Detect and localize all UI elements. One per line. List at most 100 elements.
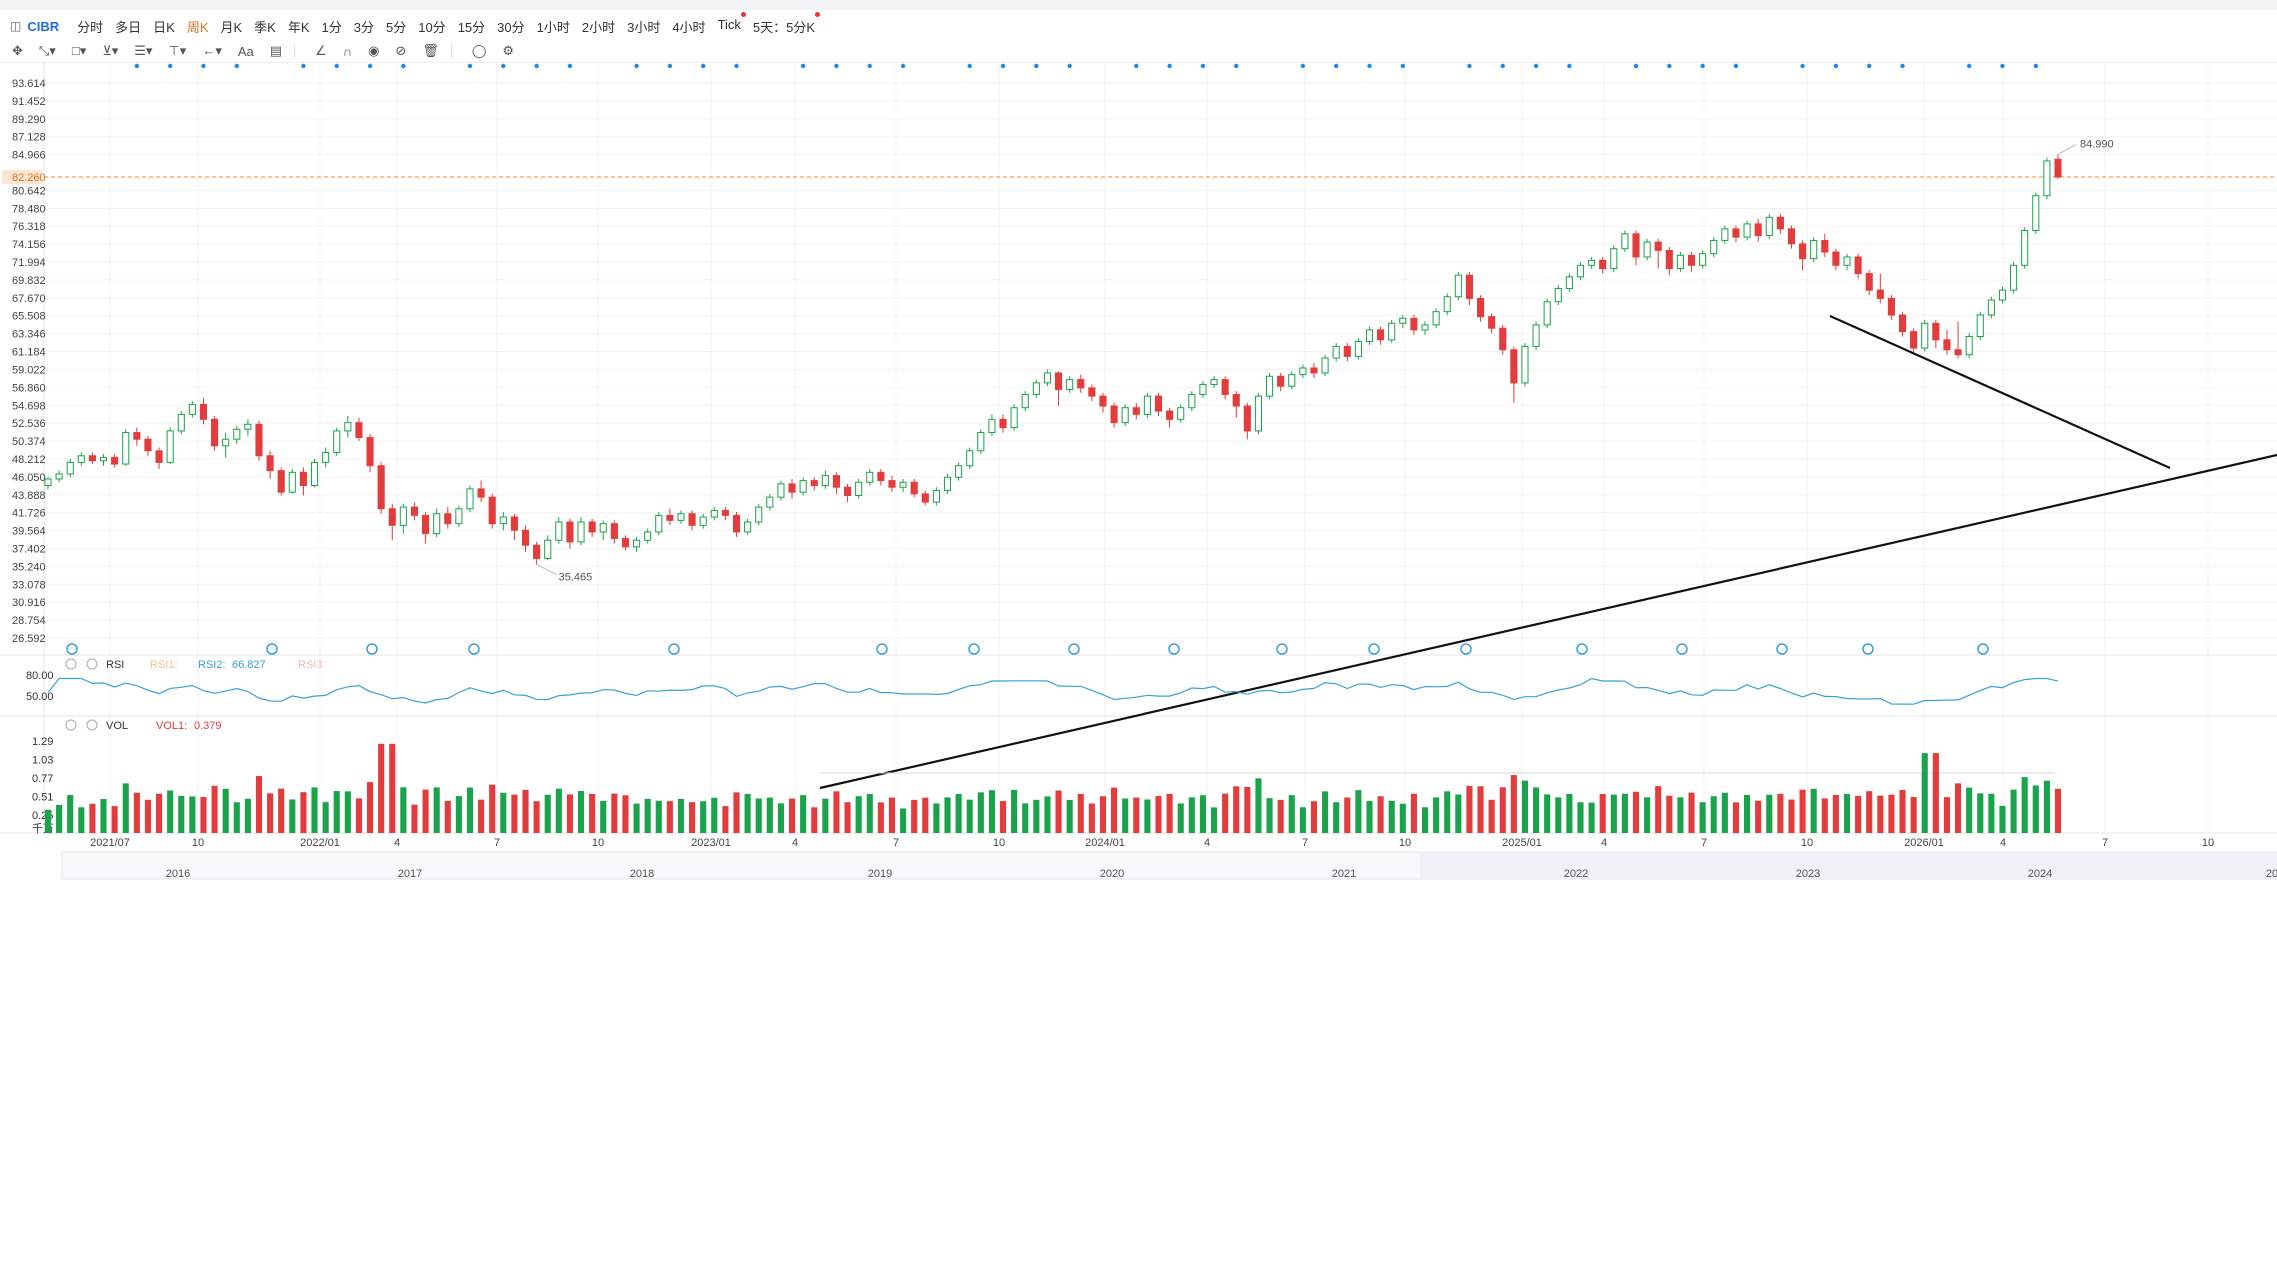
candle-body[interactable] xyxy=(1843,256,1851,266)
volume-bar[interactable] xyxy=(100,799,107,833)
candle-body[interactable] xyxy=(455,508,463,525)
candle-body[interactable] xyxy=(1465,274,1473,299)
candle-body[interactable] xyxy=(1243,405,1251,432)
candle-body[interactable] xyxy=(1665,249,1673,270)
volume-bar[interactable] xyxy=(1433,797,1440,833)
candle-body[interactable] xyxy=(788,483,796,493)
candle-body[interactable] xyxy=(1510,349,1518,384)
volume-bar[interactable] xyxy=(1199,795,1206,833)
volume-bar[interactable] xyxy=(111,806,118,833)
volume-bar[interactable] xyxy=(822,798,829,833)
candle-body[interactable] xyxy=(1543,301,1551,326)
volume-bar[interactable] xyxy=(511,794,518,833)
volume-bar[interactable] xyxy=(1155,796,1162,833)
volume-bar[interactable] xyxy=(1566,793,1573,833)
period-tab-8[interactable]: 3分 xyxy=(353,19,374,35)
event-dot[interactable] xyxy=(367,63,373,69)
volume-bar[interactable] xyxy=(922,797,929,833)
volume-bar[interactable] xyxy=(1655,786,1662,833)
volume-bar[interactable] xyxy=(311,787,318,833)
volume-bar[interactable] xyxy=(722,806,729,833)
candle-body[interactable] xyxy=(2032,195,2040,232)
candle-body[interactable] xyxy=(955,465,963,478)
volume-bar[interactable] xyxy=(255,776,263,833)
volume-bar[interactable] xyxy=(1111,787,1118,833)
candle-body[interactable] xyxy=(499,516,507,525)
volume-bar[interactable] xyxy=(1955,783,1962,833)
volume-bar[interactable] xyxy=(877,802,884,833)
candle-body[interactable] xyxy=(1732,228,1740,238)
period-tab-3[interactable]: 周K xyxy=(186,19,209,35)
volume-bar[interactable] xyxy=(1921,753,1928,833)
volume-bar[interactable] xyxy=(1377,796,1384,833)
candle-body[interactable] xyxy=(1921,322,1929,349)
volume-bar[interactable] xyxy=(1610,794,1617,833)
event-dot[interactable] xyxy=(1333,63,1339,69)
candle-body[interactable] xyxy=(1132,407,1140,415)
candle-body[interactable] xyxy=(1110,405,1118,424)
event-dot[interactable] xyxy=(1533,63,1539,69)
shape-tool-icon[interactable]: □▾ xyxy=(71,43,87,58)
event-marker-icon[interactable] xyxy=(1576,643,1588,655)
candle-body[interactable] xyxy=(1765,216,1773,236)
candle-body[interactable] xyxy=(1621,233,1629,250)
event-marker-icon[interactable] xyxy=(468,643,480,655)
candle-body[interactable] xyxy=(377,465,385,510)
volume-bar[interactable] xyxy=(1599,794,1606,833)
candle-body[interactable] xyxy=(2021,230,2029,266)
volume-bar[interactable] xyxy=(866,794,873,833)
volume-bar[interactable] xyxy=(544,794,551,833)
period-tab-7[interactable]: 1分 xyxy=(321,19,342,35)
candle-body[interactable] xyxy=(1854,256,1862,275)
event-dot[interactable] xyxy=(800,63,806,69)
candle-body[interactable] xyxy=(266,455,274,472)
volume-bar[interactable] xyxy=(788,798,796,833)
candle-body[interactable] xyxy=(1954,349,1962,356)
candle-body[interactable] xyxy=(1454,274,1462,298)
candle-body[interactable] xyxy=(188,403,196,415)
volume-bar[interactable] xyxy=(1022,803,1029,833)
volume-bar[interactable] xyxy=(1233,786,1240,833)
candle-body[interactable] xyxy=(521,529,530,546)
candle-body[interactable] xyxy=(1943,339,1951,351)
volume-bar[interactable] xyxy=(2043,780,2050,833)
fib-tool-icon[interactable]: ☰▾ xyxy=(134,43,153,58)
event-dot[interactable] xyxy=(134,63,140,69)
candle-body[interactable] xyxy=(355,422,363,439)
volume-bar[interactable] xyxy=(1888,794,1895,833)
candle-body[interactable] xyxy=(1998,289,2007,301)
candle-body[interactable] xyxy=(1754,223,1762,236)
candle-body[interactable] xyxy=(1632,233,1640,258)
volume-bar[interactable] xyxy=(1755,800,1762,833)
candle-body[interactable] xyxy=(233,428,241,440)
volume-bar[interactable] xyxy=(1521,780,1529,833)
volume-bar[interactable] xyxy=(666,801,673,833)
volume-bar[interactable] xyxy=(677,798,685,833)
volume-bar[interactable] xyxy=(1821,798,1828,833)
candle-body[interactable] xyxy=(1643,241,1651,258)
event-marker-icon[interactable] xyxy=(1862,643,1874,655)
volume-bar[interactable] xyxy=(67,795,74,833)
event-dot[interactable] xyxy=(734,63,739,69)
volume-bar[interactable] xyxy=(167,790,174,833)
volume-bar[interactable] xyxy=(366,782,374,833)
event-dot[interactable] xyxy=(1833,63,1839,69)
candle-body[interactable] xyxy=(1421,324,1429,331)
candle-body[interactable] xyxy=(1532,324,1540,347)
candle-body[interactable] xyxy=(832,475,841,488)
candle-body[interactable] xyxy=(621,538,630,548)
volume-bar[interactable] xyxy=(689,802,696,833)
candle-body[interactable] xyxy=(1887,297,1895,316)
event-dot[interactable] xyxy=(1300,63,1306,69)
volume-bar[interactable] xyxy=(1177,803,1184,833)
volume-bar[interactable] xyxy=(566,794,573,833)
trash-tool-icon[interactable]: 🗑 xyxy=(422,43,439,58)
period-tab-13[interactable]: 1小时 xyxy=(536,19,570,35)
candle-body[interactable] xyxy=(488,496,496,525)
candle-body[interactable] xyxy=(477,488,485,498)
volume-bar[interactable] xyxy=(244,798,251,833)
candle-body[interactable] xyxy=(1976,314,1984,338)
volume-bar[interactable] xyxy=(1333,802,1340,833)
candle-body[interactable] xyxy=(1987,299,1995,316)
volume-bar[interactable] xyxy=(1943,797,1951,833)
